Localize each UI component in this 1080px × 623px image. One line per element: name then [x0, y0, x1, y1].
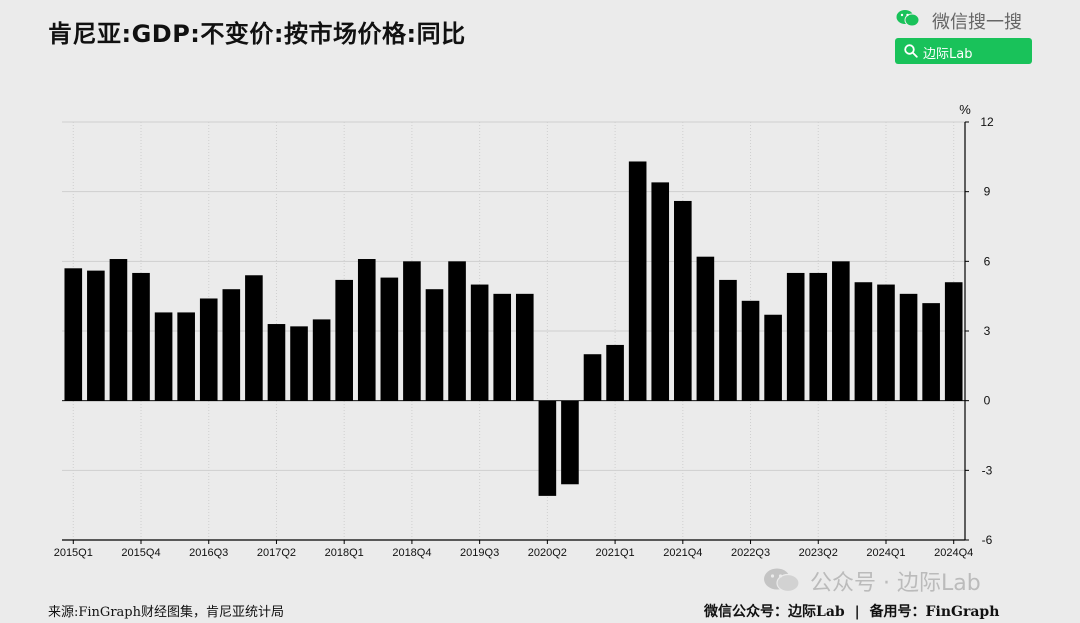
- footer-divider: |: [854, 604, 860, 620]
- search-button[interactable]: 边际Lab: [895, 38, 1032, 64]
- watermark-text: 公众号 · 边际Lab: [810, 571, 981, 596]
- bar: [493, 293, 512, 401]
- y-tick-label: 6: [984, 254, 991, 268]
- x-tick-label: 2024Q1: [866, 547, 905, 559]
- wechat-search-label[interactable]: 微信搜一搜: [896, 8, 1036, 33]
- bar: [403, 261, 421, 401]
- bar: [290, 326, 308, 401]
- bar: [922, 303, 940, 401]
- x-tick-label: 2018Q1: [325, 547, 364, 559]
- bar: [448, 261, 466, 401]
- bar: [470, 284, 489, 401]
- bar: [606, 344, 624, 401]
- bar: [854, 282, 873, 401]
- y-axis-unit: %: [959, 102, 971, 117]
- x-tick-label: 2015Q4: [121, 547, 160, 559]
- footer-backup: 备用号：FinGraph: [869, 604, 1000, 620]
- source-note: 来源:FinGraph财经图集，肯尼亚统计局: [48, 605, 284, 620]
- bar: [357, 259, 376, 401]
- bar: [696, 256, 715, 401]
- y-tick-label: -6: [982, 533, 993, 547]
- x-tick-label: 2022Q3: [731, 547, 770, 559]
- x-tick-label: 2015Q1: [54, 547, 93, 559]
- footer-wechat: 微信公众号：边际Lab: [704, 604, 845, 620]
- bar: [877, 284, 895, 401]
- bar: [764, 314, 782, 401]
- bar: [515, 293, 534, 401]
- bar: [741, 300, 760, 401]
- y-tick-label: 3: [984, 324, 991, 338]
- bar: [177, 312, 195, 401]
- bar: [674, 200, 692, 401]
- wechat-icon: [896, 10, 920, 27]
- footer-credits: 微信公众号：边际Lab | 备用号：FinGraph: [704, 601, 1004, 621]
- bar: [87, 270, 105, 401]
- x-tick-label: 2017Q2: [257, 547, 296, 559]
- x-tick-label: 2023Q2: [799, 547, 838, 559]
- bar: [944, 282, 963, 401]
- bar: [561, 400, 579, 485]
- x-tick-label: 2021Q1: [596, 547, 635, 559]
- bar: [809, 272, 828, 401]
- bar: [786, 272, 805, 401]
- bar: [899, 293, 918, 401]
- x-tick-label: 2016Q3: [189, 547, 228, 559]
- x-tick-label: 2019Q3: [460, 547, 499, 559]
- bar: [312, 319, 331, 401]
- y-tick-label: -3: [982, 463, 993, 477]
- bar: [335, 279, 353, 401]
- bar: [154, 312, 173, 401]
- y-tick-label: 0: [984, 394, 991, 408]
- bar: [628, 161, 647, 401]
- chart-title: 肯尼亚:GDP:不变价:按市场价格:同比: [48, 20, 466, 48]
- bar: [199, 298, 218, 401]
- bar: [222, 289, 241, 401]
- bar: [538, 400, 557, 496]
- bar: [109, 259, 128, 401]
- y-tick-label: 9: [984, 185, 991, 199]
- bar: [64, 268, 83, 401]
- wechat-search-text: 微信搜一搜: [932, 12, 1022, 33]
- search-button-label: 边际Lab: [923, 47, 973, 62]
- bar: [380, 277, 399, 401]
- bar: [425, 289, 444, 401]
- bar: [245, 275, 263, 401]
- bar: [651, 182, 670, 401]
- x-tick-label: 2020Q2: [528, 547, 567, 559]
- bar: [832, 261, 850, 401]
- search-icon: [904, 44, 918, 58]
- x-tick-label: 2021Q4: [663, 547, 702, 559]
- x-tick-label: 2018Q4: [392, 547, 431, 559]
- bar: [132, 272, 150, 401]
- y-tick-label: 12: [980, 115, 994, 129]
- bar: [267, 324, 286, 401]
- x-tick-label: 2024Q4: [934, 547, 973, 559]
- bar: [583, 354, 602, 401]
- bar: [719, 279, 737, 401]
- wechat-watermark-icon: [764, 568, 800, 593]
